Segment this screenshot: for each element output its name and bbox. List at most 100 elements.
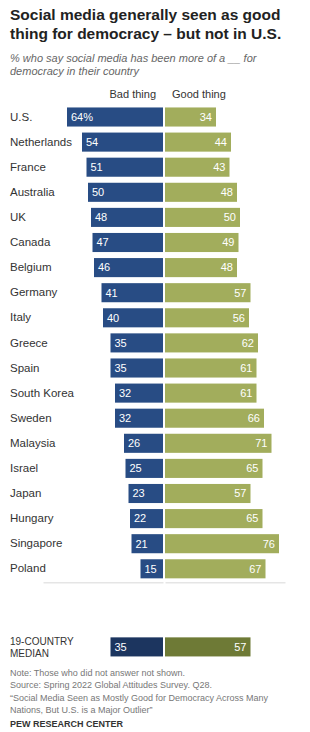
y-tick: Singapore xyxy=(10,537,62,549)
y-tick-label: Poland xyxy=(10,562,46,574)
bar xyxy=(111,333,164,352)
data-labels: 64%5451504847464140353532322625232221153… xyxy=(71,111,275,653)
y-tick-label: Israel xyxy=(10,462,38,474)
data-label: 21 xyxy=(136,538,148,550)
bar xyxy=(130,509,163,528)
y-tick-label: Malaysia xyxy=(10,437,56,449)
bar xyxy=(165,637,251,656)
data-label: 64% xyxy=(71,111,93,123)
y-tick: UK xyxy=(10,211,26,223)
data-label: 50 xyxy=(224,211,236,223)
bar xyxy=(165,509,263,528)
y-tick-label: UK xyxy=(10,211,26,223)
data-label: 50 xyxy=(92,186,104,198)
bar xyxy=(115,384,163,403)
data-label: 57 xyxy=(234,641,246,653)
x-axis-good xyxy=(166,582,286,583)
data-label: 54 xyxy=(86,136,98,148)
y-tick-label: Australia xyxy=(10,186,55,198)
data-label: 46 xyxy=(98,261,110,273)
bar xyxy=(111,637,164,656)
series-header: Good thing xyxy=(172,88,226,100)
bar xyxy=(94,258,163,277)
y-tick: Netherlands xyxy=(10,136,72,148)
data-label: 32 xyxy=(119,412,131,424)
text-line: 19-COUNTRY xyxy=(10,636,74,647)
data-label: 62 xyxy=(242,337,254,349)
y-tick-label: Netherlands xyxy=(10,136,72,148)
data-label: 61 xyxy=(240,387,252,399)
y-tick-label: South Korea xyxy=(10,387,75,399)
bar xyxy=(165,283,251,302)
y-tick: Greece xyxy=(10,337,48,349)
y-tick: Australia xyxy=(10,186,55,198)
y-tick-label: Singapore xyxy=(10,537,62,549)
plot-area xyxy=(67,107,279,656)
y-tick: Spain xyxy=(10,362,39,374)
y-tick-label: Italy xyxy=(10,311,31,323)
data-label: 71 xyxy=(255,437,267,449)
text-line: thing for democracy – but not in U.S. xyxy=(10,25,281,42)
chart-container: Social media generally seen as goodthing… xyxy=(0,0,310,732)
bar xyxy=(141,559,164,578)
text-line: democracy in their country xyxy=(10,65,140,77)
bar xyxy=(82,133,163,152)
bar xyxy=(165,559,266,578)
y-tick-label: Spain xyxy=(10,362,39,374)
data-label: 76 xyxy=(263,538,275,550)
bar xyxy=(103,308,163,327)
data-label: 61 xyxy=(240,362,252,374)
bar xyxy=(115,409,163,428)
bar xyxy=(165,233,239,252)
axis-line xyxy=(44,582,164,583)
bar xyxy=(132,534,164,553)
y-tick-label: Hungary xyxy=(10,512,54,524)
text-line: % who say social media has been more of … xyxy=(10,52,258,64)
y-tick: Canada xyxy=(10,236,51,248)
y-tick: Italy xyxy=(10,311,31,323)
data-label: 47 xyxy=(97,236,109,248)
axis-line xyxy=(166,582,286,583)
y-tick: 19-COUNTRYMEDIAN xyxy=(10,636,74,659)
bar xyxy=(102,283,164,302)
bar xyxy=(165,484,251,503)
data-label: 48 xyxy=(95,211,107,223)
data-label: 15 xyxy=(145,563,157,575)
data-label: 65 xyxy=(246,512,258,524)
bar xyxy=(165,534,279,553)
bar xyxy=(91,208,163,227)
note: “Social Media Seen as Mostly Good for De… xyxy=(10,693,269,703)
bar xyxy=(129,484,164,503)
data-label: 35 xyxy=(115,337,127,349)
bar xyxy=(165,308,249,327)
bar xyxy=(165,107,216,126)
bar xyxy=(165,158,230,177)
bar xyxy=(165,384,257,403)
chart-svg: Social media generally seen as goodthing… xyxy=(0,0,310,732)
series-header: Bad thing xyxy=(110,88,156,100)
bar xyxy=(93,233,164,252)
text-line: MEDIAN xyxy=(10,648,49,659)
bar xyxy=(165,434,272,453)
data-label: 43 xyxy=(213,161,225,173)
data-label: 66 xyxy=(248,412,260,424)
y-tick-label: France xyxy=(10,161,46,173)
y-tick: France xyxy=(10,161,46,173)
y-tick-label: Belgium xyxy=(10,261,52,273)
y-tick: U.S. xyxy=(10,111,32,123)
y-tick-label: Sweden xyxy=(10,412,52,424)
bar xyxy=(88,183,163,202)
data-label: 49 xyxy=(222,236,234,248)
data-label: 65 xyxy=(246,462,258,474)
data-label: 57 xyxy=(234,287,246,299)
y-tick-label: U.S. xyxy=(10,111,32,123)
note: Note: Those who did not answer not shown… xyxy=(10,668,185,678)
bar xyxy=(67,107,163,126)
y-axis: U.S. Netherlands France Australia UK Canada Be… xyxy=(10,111,75,660)
y-tick: Israel xyxy=(10,462,38,474)
bar xyxy=(87,158,164,177)
data-label: 48 xyxy=(221,261,233,273)
data-label: 26 xyxy=(128,437,140,449)
y-tick-label: Canada xyxy=(10,236,51,248)
data-label: 22 xyxy=(134,512,146,524)
